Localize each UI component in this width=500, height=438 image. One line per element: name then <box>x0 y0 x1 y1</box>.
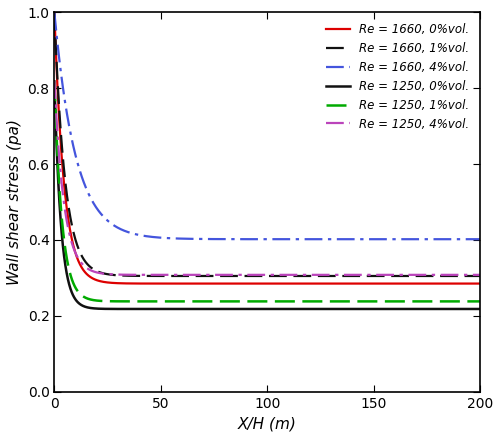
Re = 1660, 4%vol. <box>269 237 275 242</box>
Re = 1250, 1%vol. <box>52 95 58 100</box>
Re = 1660, 1%vol. <box>454 273 460 279</box>
Re = 1250, 0%vol. <box>175 306 181 311</box>
Re = 1250, 1%vol. <box>52 85 58 90</box>
Re = 1660, 0%vol. <box>269 281 275 286</box>
Re = 1660, 4%vol. <box>175 236 181 241</box>
Re = 1250, 4%vol. <box>52 83 58 88</box>
Re = 1250, 1%vol. <box>477 299 483 304</box>
Re = 1660, 4%vol. <box>52 16 58 21</box>
Re = 1250, 1%vol. <box>420 299 426 304</box>
Re = 1250, 0%vol. <box>306 306 312 311</box>
Re = 1660, 4%vol. <box>419 237 425 242</box>
Re = 1660, 1%vol. <box>175 273 181 279</box>
Re = 1660, 0%vol. <box>52 11 58 16</box>
Re = 1660, 1%vol. <box>477 273 483 279</box>
Re = 1660, 1%vol. <box>242 273 248 279</box>
Re = 1250, 1%vol. <box>175 299 181 304</box>
Re = 1250, 0%vol. <box>52 98 58 103</box>
Re = 1660, 4%vol. <box>52 10 58 15</box>
Re = 1660, 4%vol. <box>477 237 483 242</box>
Re = 1660, 1%vol. <box>52 11 58 16</box>
Line: Re = 1250, 1%vol.: Re = 1250, 1%vol. <box>54 81 480 301</box>
Re = 1660, 4%vol. <box>52 12 58 18</box>
Re = 1660, 0%vol. <box>52 26 58 31</box>
Re = 1250, 4%vol. <box>242 272 248 278</box>
Re = 1250, 0%vol. <box>420 306 426 311</box>
Line: Re = 1250, 0%vol.: Re = 1250, 0%vol. <box>54 81 480 309</box>
Re = 1660, 0%vol. <box>242 281 248 286</box>
Re = 1250, 1%vol. <box>342 299 348 304</box>
Line: Re = 1250, 4%vol.: Re = 1250, 4%vol. <box>54 81 480 275</box>
Re = 1250, 1%vol. <box>269 299 275 304</box>
Re = 1660, 0%vol. <box>175 281 181 286</box>
Re = 1250, 4%vol. <box>414 272 420 278</box>
Re = 1660, 0%vol. <box>417 281 423 286</box>
Re = 1660, 1%vol. <box>52 16 58 21</box>
Re = 1250, 4%vol. <box>52 90 58 95</box>
X-axis label: X/H (m): X/H (m) <box>238 416 296 431</box>
Re = 1250, 1%vol. <box>52 79 58 84</box>
Re = 1250, 4%vol. <box>269 272 275 278</box>
Re = 1660, 1%vol. <box>52 24 58 29</box>
Y-axis label: Wall shear stress (pa): Wall shear stress (pa) <box>7 119 22 285</box>
Re = 1660, 0%vol. <box>477 281 483 286</box>
Re = 1250, 1%vol. <box>242 299 248 304</box>
Re = 1250, 0%vol. <box>269 306 275 311</box>
Re = 1660, 1%vol. <box>269 273 275 279</box>
Re = 1250, 4%vol. <box>477 272 483 278</box>
Line: Re = 1660, 4%vol.: Re = 1660, 4%vol. <box>54 13 480 239</box>
Re = 1250, 4%vol. <box>420 272 426 278</box>
Re = 1250, 0%vol. <box>242 306 248 311</box>
Re = 1250, 0%vol. <box>52 86 58 91</box>
Line: Re = 1660, 1%vol.: Re = 1660, 1%vol. <box>54 13 480 276</box>
Line: Re = 1660, 0%vol.: Re = 1660, 0%vol. <box>54 13 480 283</box>
Re = 1660, 4%vol. <box>242 237 248 242</box>
Re = 1660, 0%vol. <box>420 281 426 286</box>
Re = 1250, 0%vol. <box>52 79 58 84</box>
Re = 1250, 0%vol. <box>477 306 483 311</box>
Re = 1660, 1%vol. <box>419 273 425 279</box>
Re = 1250, 4%vol. <box>175 272 181 278</box>
Re = 1660, 0%vol. <box>52 16 58 21</box>
Re = 1250, 4%vol. <box>52 78 58 84</box>
Legend: Re = 1660, 0%vol., Re = 1660, 1%vol., Re = 1660, 4%vol., Re = 1250, 0%vol., Re =: Re = 1660, 0%vol., Re = 1660, 1%vol., Re… <box>322 18 474 135</box>
